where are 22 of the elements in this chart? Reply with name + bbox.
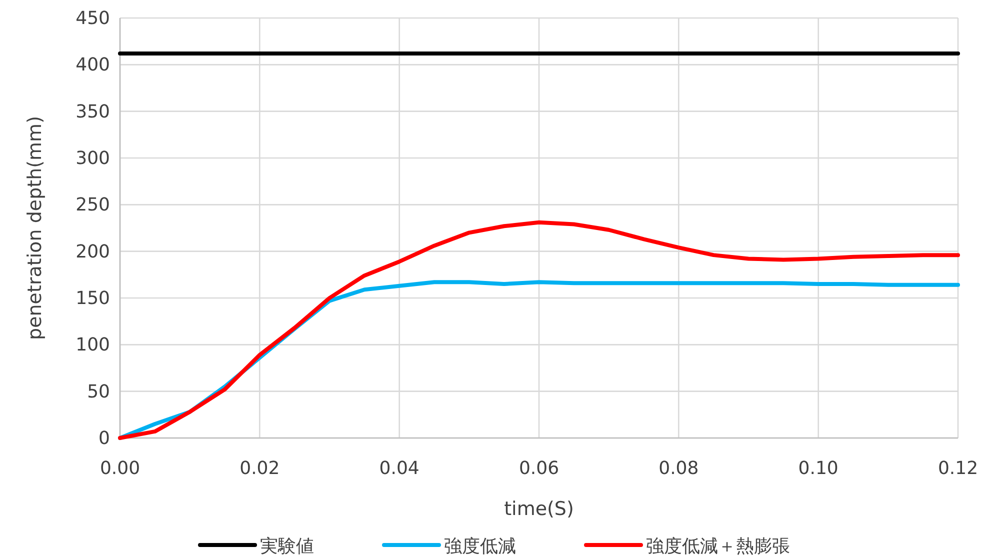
x-tick-label: 0.06 xyxy=(518,458,560,479)
y-tick-label: 0 xyxy=(98,428,110,449)
y-tick-label: 50 xyxy=(87,381,110,402)
x-tick-label: 0.00 xyxy=(100,458,140,479)
y-tick-label: 200 xyxy=(76,241,110,262)
x-tick-label: 0.08 xyxy=(658,458,699,479)
y-tick-label: 100 xyxy=(76,334,110,356)
legend-label: 実験値 xyxy=(260,536,314,556)
x-tick-label: 0.12 xyxy=(938,458,978,479)
x-tick-label: 0.04 xyxy=(379,458,420,479)
legend-label: 強度低減＋熱膨張 xyxy=(646,536,790,556)
y-tick-label: 400 xyxy=(76,54,110,76)
x-axis-title: time(S) xyxy=(504,498,574,520)
y-axis-title: penetration depth(mm) xyxy=(24,116,46,340)
y-tick-label: 250 xyxy=(76,194,110,216)
x-tick-label: 0.10 xyxy=(798,458,838,479)
y-tick-label: 350 xyxy=(76,101,110,122)
y-tick-label: 150 xyxy=(76,288,110,309)
x-tick-label: 0.02 xyxy=(240,458,280,479)
legend-label: 強度低減 xyxy=(444,536,516,556)
y-tick-label: 300 xyxy=(76,148,110,169)
y-tick-label: 450 xyxy=(76,8,110,29)
